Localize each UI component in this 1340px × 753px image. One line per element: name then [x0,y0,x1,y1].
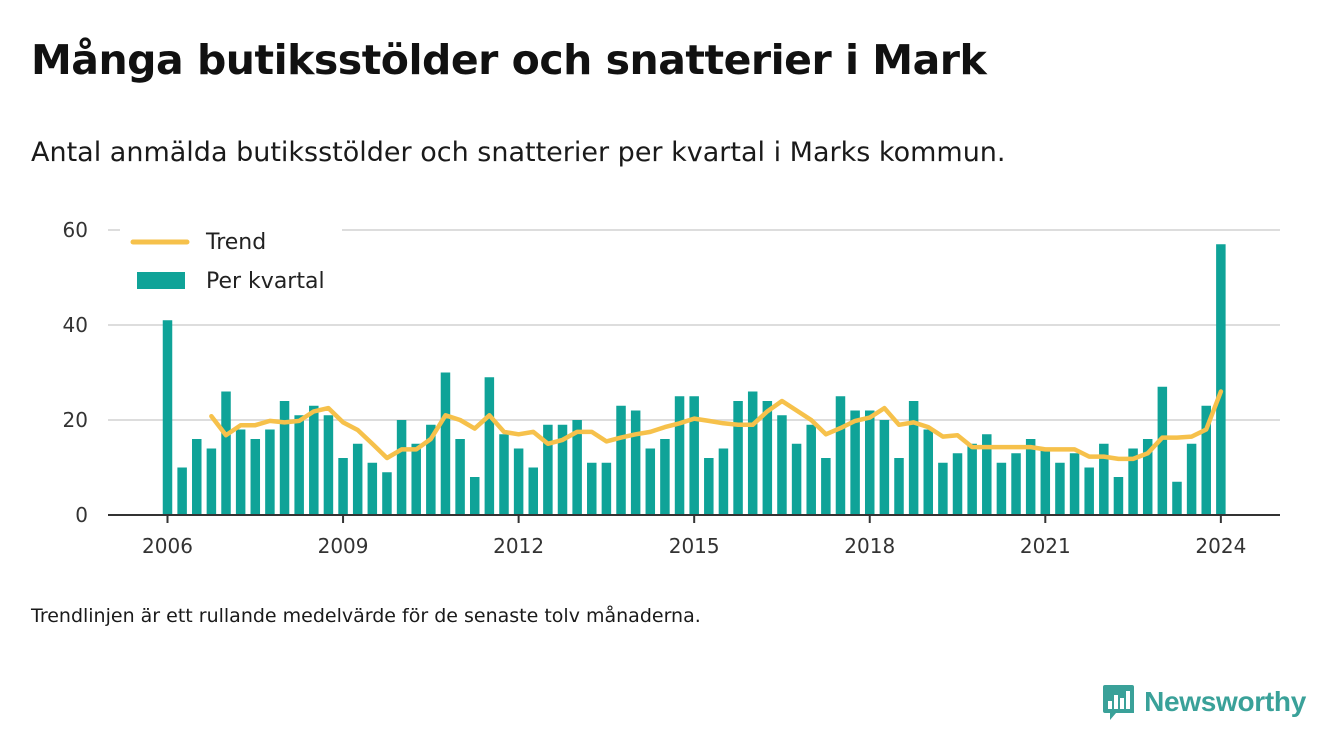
bar [543,424,553,515]
bar [513,448,524,515]
chart-title: Många butiksstölder och snatterier i Mar… [31,36,987,84]
bar [528,467,538,515]
y-tick-label: 0 [75,503,88,527]
x-tick-label: 2009 [318,534,369,558]
bar [1025,439,1036,515]
bar [1055,462,1065,515]
bar [206,448,217,515]
x-tick-label: 2012 [493,534,544,558]
bar [762,401,773,515]
legend-bar-swatch [137,272,185,289]
bar [235,429,246,515]
bar [777,415,787,515]
legend-bar-label: Per kvartal [206,269,325,294]
bar [1011,453,1021,515]
x-tick-label: 2006 [142,534,193,558]
y-tick-label: 20 [63,408,88,432]
bar [938,462,948,515]
legend-trend-label: Trend [205,230,266,255]
bar [294,415,304,515]
bar [1113,477,1124,515]
bar [1172,481,1182,515]
bar [908,401,919,515]
bar [440,372,451,515]
bars-per-kvartal [162,244,1226,515]
bar [660,439,670,515]
bar [1142,439,1153,515]
bar [1201,405,1211,515]
bar [967,443,977,515]
footnote: Trendlinjen är ett rullande medelvärde f… [31,605,701,627]
bar [1216,244,1226,515]
trend-line-group [209,389,1224,462]
y-tick-label: 60 [63,218,88,242]
bar [630,410,641,515]
bar [484,377,495,515]
bar [704,458,714,515]
bar [952,453,963,515]
bar [1069,453,1080,515]
bar [747,391,758,515]
bar [352,443,363,515]
x-tick-label: 2021 [1020,534,1071,558]
bar [923,429,934,515]
trend-line [209,389,1224,462]
bar [250,439,261,515]
bar [806,424,816,515]
bar [1040,448,1051,515]
bar [279,401,290,515]
bar [323,415,334,515]
bar [367,462,378,515]
bar [265,429,275,515]
bar [1186,443,1197,515]
bar [587,462,597,515]
bar [1157,386,1168,515]
x-tick-label: 2018 [844,534,895,558]
legend: Trend Per kvartal [120,224,342,304]
bar [1099,443,1109,515]
chart: 0 20 40 60 2006 2009 2012 2015 2018 2021 2024 Tren… [63,218,1280,558]
bar [601,462,612,515]
bar [499,434,509,515]
bar [469,477,480,515]
axes: 0 20 40 60 2006 2009 2012 2015 2018 2021 2024 [63,218,1280,558]
bar [879,420,890,515]
bar [192,439,202,515]
bar [821,458,831,515]
bar [382,472,392,515]
newsworthy-wordmark: Newsworthy [1144,686,1306,717]
bar [689,396,699,515]
chart-subtitle: Antal anmälda butiksstölder och snatteri… [31,137,1006,168]
bar [982,434,992,515]
x-tick-label: 2015 [669,534,720,558]
bar [1084,467,1094,515]
bar [1128,448,1138,515]
bar [850,410,860,515]
bar [309,405,319,515]
x-tick-label: 2024 [1195,534,1246,558]
bar [411,443,421,515]
bar [645,448,656,515]
bar [791,443,802,515]
bar [221,391,231,515]
bar [674,396,685,515]
bar [616,405,626,515]
bar [718,448,729,515]
bar [162,320,173,515]
y-tick-label: 40 [63,313,88,337]
bar [572,420,582,515]
newsworthy-logo: Newsworthy [1102,682,1306,722]
bar [426,424,436,515]
bar [733,401,743,515]
bar [835,396,846,515]
bar [177,467,187,515]
bar [396,420,407,515]
bar [996,462,1007,515]
bar [455,439,465,515]
newsworthy-logo-icon [1103,685,1135,720]
bar [894,458,904,515]
bar [338,458,348,515]
bar [557,424,568,515]
bar [864,410,875,515]
